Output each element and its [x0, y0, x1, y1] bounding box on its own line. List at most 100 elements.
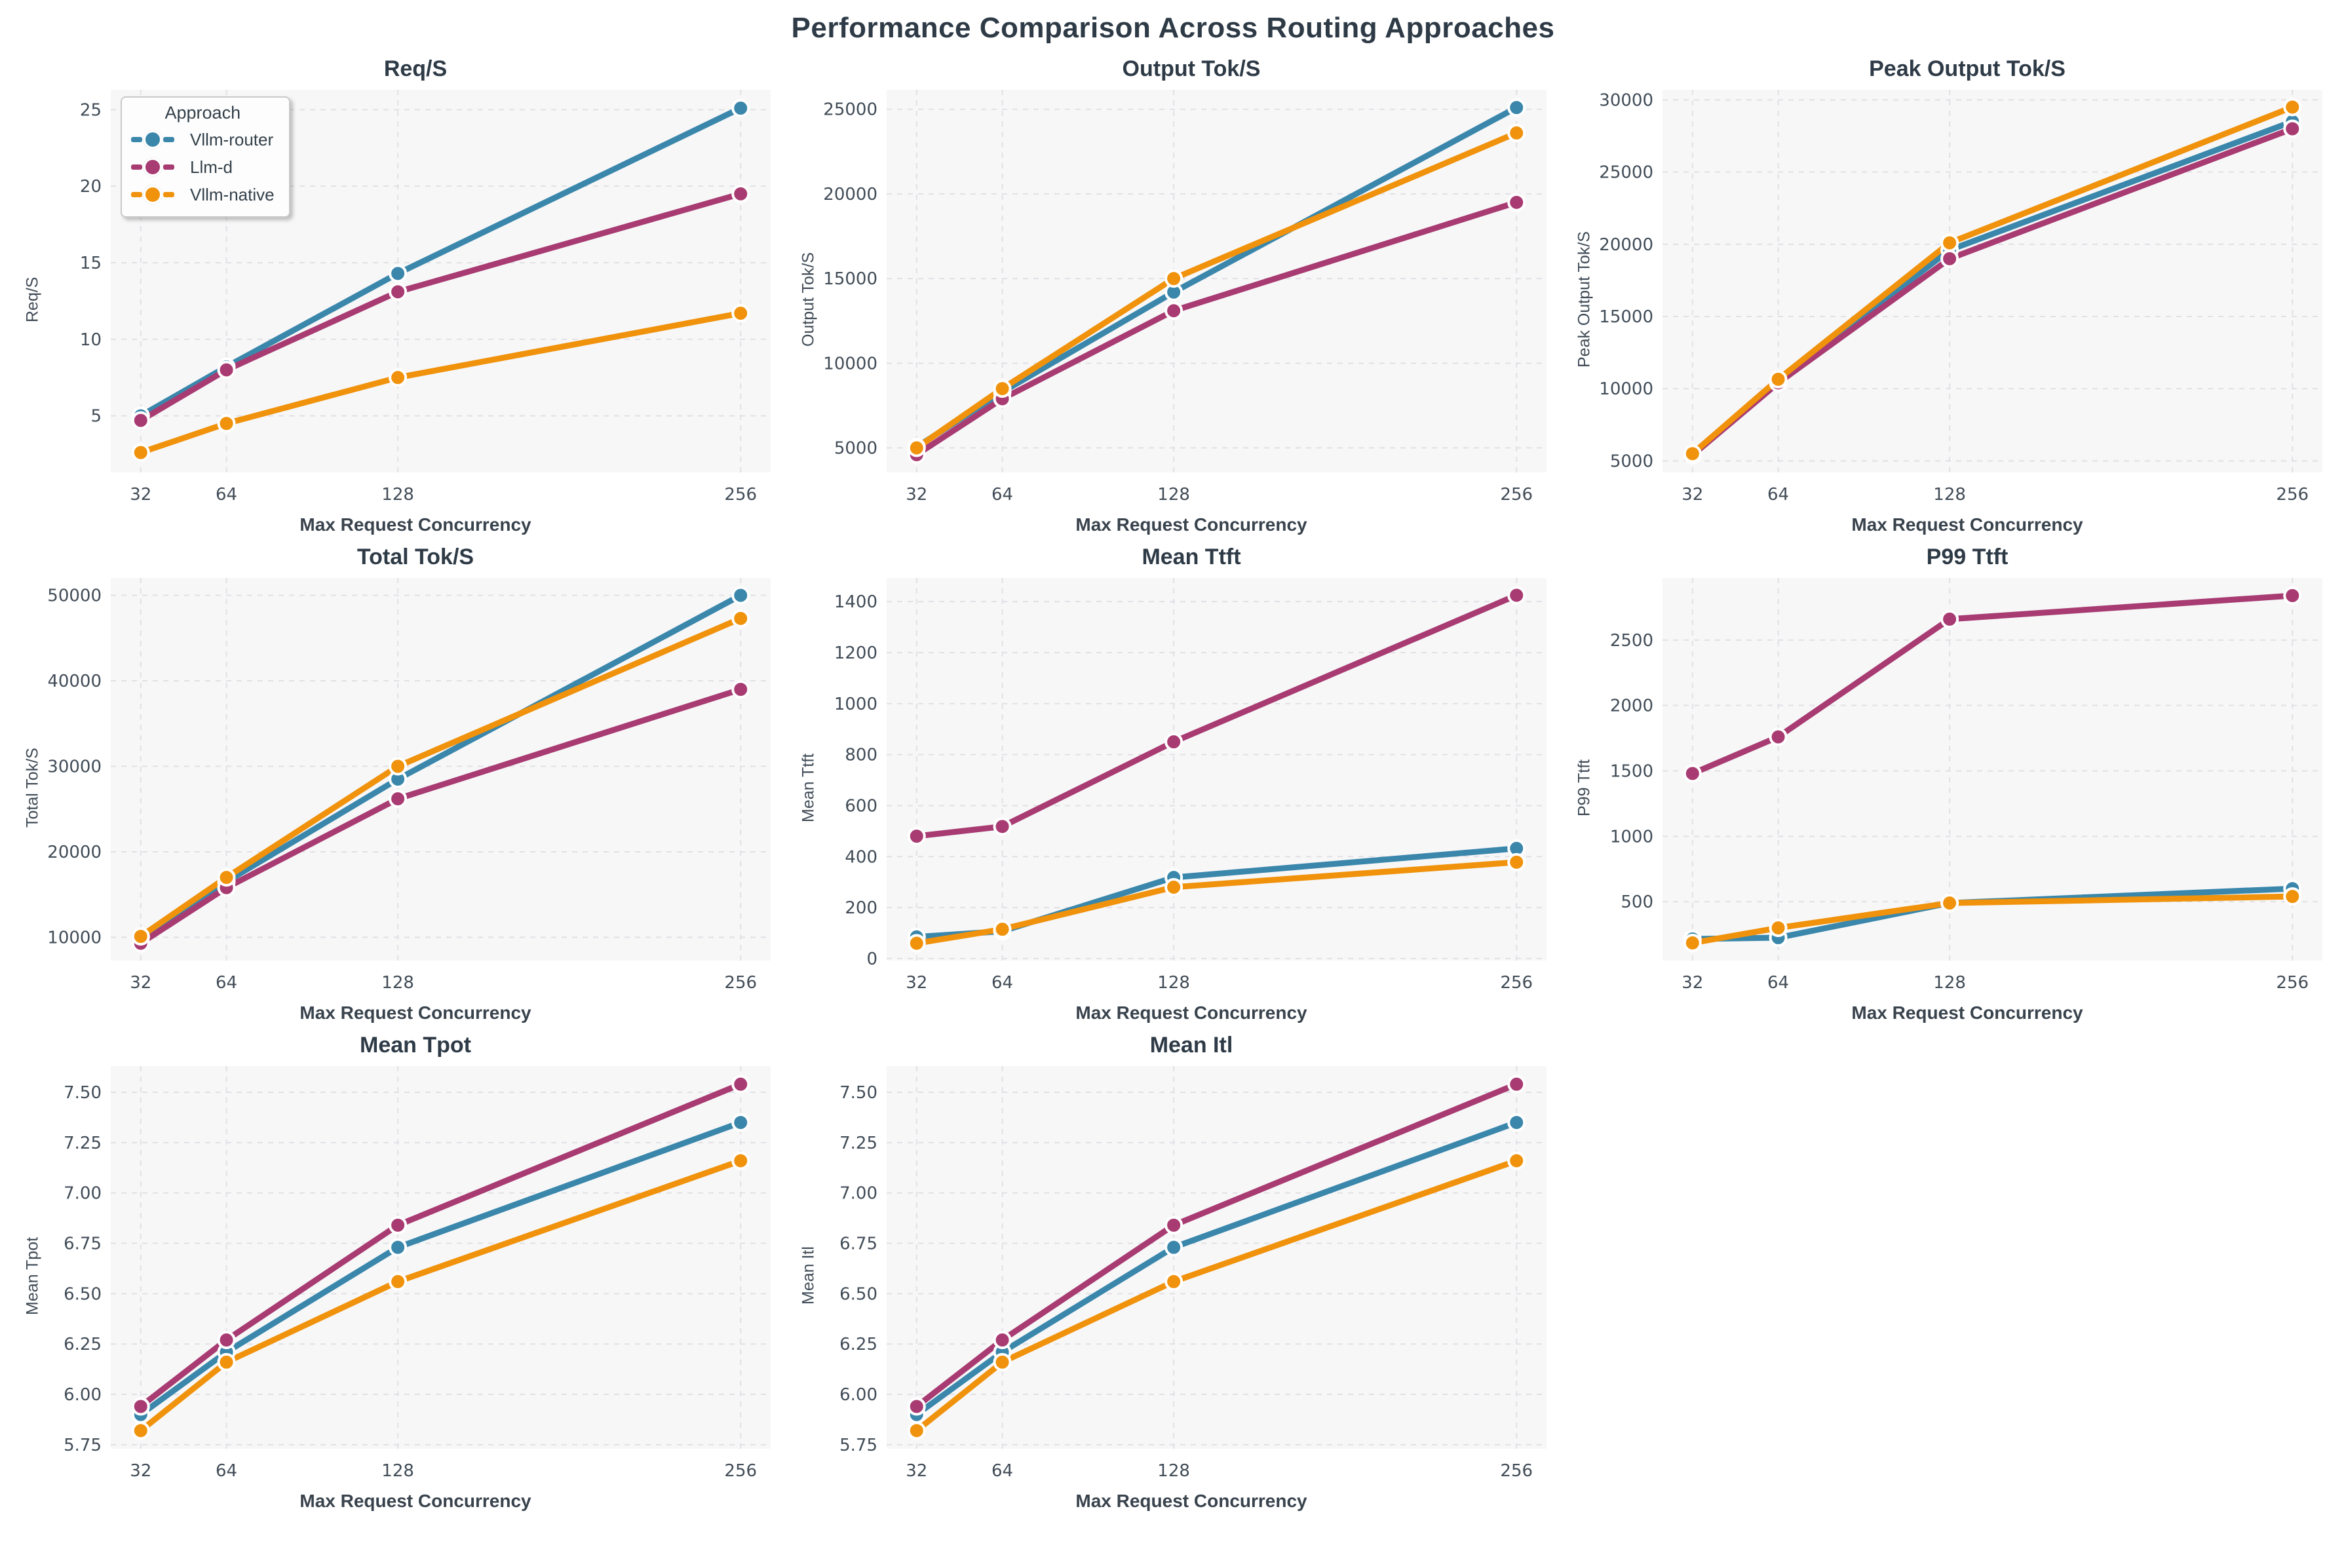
data-point-Vllm-native [2283, 887, 2302, 906]
data-point-Vllm-native [731, 609, 750, 628]
data-point-Vllm-native [1940, 233, 1959, 252]
x-tick-label: 64 [1767, 485, 1789, 505]
data-point-Vllm-native [1769, 370, 1788, 389]
series-line-Vllm-router [913, 1119, 1520, 1418]
chart-cell-output-tok-s: Output Tok/S Output Tok/S 32 64 128 256 5000… [793, 56, 1558, 535]
x-tick-label: 64 [216, 485, 237, 505]
chart-cell-mean-itl: Mean Itl Mean Itl 32 64 128 256 5.75 6.00 6.25… [793, 1033, 1558, 1512]
data-point-Llm-d [217, 1331, 236, 1350]
output-tok-s-plot: 32 64 128 256 5000 10000 15000 20000 25000 [824, 90, 1547, 505]
y-tick-label: 7.00 [64, 1184, 102, 1204]
data-point-Vllm-native [1164, 269, 1183, 288]
data-point-Llm-d [1683, 764, 1702, 783]
total-tok-s-plot: 32 64 128 256 10000 20000 30000 40000 50000 [48, 578, 771, 993]
y-axis-label: Peak Output Tok/S [1575, 231, 1594, 368]
data-point-Llm-d [993, 1331, 1012, 1350]
data-point-Vllm-native [217, 1352, 236, 1371]
x-tick-label: 256 [1500, 973, 1533, 993]
x-tick-label: 256 [724, 973, 757, 993]
x-tick-label: 128 [1933, 973, 1966, 993]
y-tick-label: 20000 [1600, 235, 1653, 255]
series-line-Vllm-router [138, 105, 744, 419]
data-point-Vllm-native [907, 1421, 926, 1440]
x-tick-label: 256 [724, 1461, 757, 1481]
x-axis-label: Max Request Concurrency [1075, 1491, 1307, 1511]
chart-title: Output Tok/S [1122, 56, 1261, 81]
legend-label: Vllm-native [190, 184, 275, 204]
y-tick-label: 10000 [824, 354, 877, 373]
data-point-Llm-d [131, 411, 150, 430]
y-axis-label: Mean Tpot [23, 1236, 42, 1315]
chart-cell-total-tok-s: Total Tok/S Total Tok/S 32 64 128 256 10000 2… [17, 545, 782, 1023]
series-line-Llm-d [138, 191, 744, 424]
data-point-Vllm-router [1164, 1238, 1183, 1257]
y-tick-label: 7.25 [64, 1134, 102, 1153]
legend-item: Vllm-native [131, 181, 275, 208]
y-tick-label: 0 [866, 949, 877, 969]
legend-title: Approach [164, 103, 241, 123]
data-point-Llm-d [2283, 586, 2302, 605]
y-tick-label: 2000 [1610, 697, 1653, 716]
chart-body: Req/S 32 64 128 256 5 10 15 20 25 Approach Vllm-… [17, 86, 782, 513]
y-tick-label: 6.25 [839, 1335, 877, 1354]
data-point-Vllm-router [731, 99, 750, 118]
chart-cell-peak-output-tok-s: Peak Output Tok/S Peak Output Tok/S 32 64… [1569, 56, 2334, 535]
series-line-Vllm-native [913, 1157, 1520, 1434]
x-tick-label: 32 [906, 485, 927, 505]
chart-title: Peak Output Tok/S [1869, 56, 2066, 81]
x-tick-label: 32 [130, 1461, 151, 1481]
y-tick-label: 7.50 [64, 1083, 102, 1103]
legend-marker [131, 185, 186, 204]
data-point-Vllm-native [217, 414, 236, 433]
p99-ttft-plot: 32 64 128 256 500 1000 1500 2000 2500 [1610, 578, 2322, 993]
y-tick-label: 15000 [824, 269, 877, 289]
data-point-Llm-d [389, 1215, 408, 1234]
series-line-Vllm-native [138, 1157, 744, 1434]
chart-title: Mean Itl [1149, 1033, 1233, 1058]
y-tick-label: 15000 [1600, 307, 1653, 327]
x-tick-label: 32 [906, 973, 927, 993]
y-axis-label: Req/S [23, 277, 42, 322]
series-line-Vllm-native [138, 615, 744, 940]
data-point-Vllm-native [993, 379, 1012, 398]
data-point-Vllm-native [1683, 444, 1702, 463]
data-point-Vllm-native [1507, 852, 1526, 871]
data-point-Llm-d [1507, 1075, 1526, 1094]
data-point-Vllm-native [131, 1421, 150, 1440]
chart-title: Total Tok/S [356, 545, 474, 569]
x-tick-label: 256 [724, 485, 757, 505]
data-point-Llm-d [1164, 301, 1183, 320]
data-point-Llm-d [1164, 1215, 1183, 1234]
data-point-Vllm-router [731, 1113, 750, 1132]
chart-body: Mean Itl 32 64 128 256 5.75 6.00 6.25 6.50 6.75 7… [793, 1062, 1558, 1489]
data-point-Vllm-router [389, 1238, 408, 1257]
data-point-Llm-d [1164, 733, 1183, 752]
x-tick-label: 128 [1157, 973, 1190, 993]
y-tick-label: 1400 [834, 592, 877, 612]
series-line-Vllm-native [138, 310, 744, 456]
data-point-Vllm-native [1164, 877, 1183, 896]
data-point-Vllm-native [731, 304, 750, 323]
chart-cell-mean-ttft: Mean Ttft Mean Ttft 32 64 128 256 0 200 400 600… [793, 545, 1558, 1023]
legend-label: Vllm-router [190, 129, 274, 149]
data-point-Llm-d [1507, 193, 1526, 212]
x-axis-label: Max Request Concurrency [299, 1003, 531, 1023]
y-tick-label: 200 [845, 898, 877, 918]
x-tick-label: 128 [381, 973, 414, 993]
x-tick-label: 32 [130, 973, 151, 993]
y-tick-label: 40000 [48, 672, 102, 691]
legend-item: Llm-d [131, 153, 275, 181]
y-tick-label: 6.50 [64, 1284, 102, 1304]
y-axis-label: Output Tok/S [799, 252, 818, 347]
charts-grid: Req/S Req/S 32 64 128 256 5 10 15 20 25 Approach… [17, 56, 2334, 1512]
y-tick-label: 10000 [48, 928, 102, 947]
x-tick-label: 32 [906, 1461, 927, 1481]
y-tick-label: 5 [90, 407, 102, 427]
y-axis-label: Mean Itl [799, 1246, 818, 1305]
chart-title: Mean Ttft [1142, 545, 1241, 569]
y-tick-label: 2500 [1610, 631, 1653, 651]
chart-cell-req-s: Req/S Req/S 32 64 128 256 5 10 15 20 25 Approach… [17, 56, 782, 535]
series-line-Llm-d [138, 686, 744, 947]
y-tick-label: 6.75 [64, 1234, 102, 1253]
data-point-Llm-d [2283, 119, 2302, 138]
